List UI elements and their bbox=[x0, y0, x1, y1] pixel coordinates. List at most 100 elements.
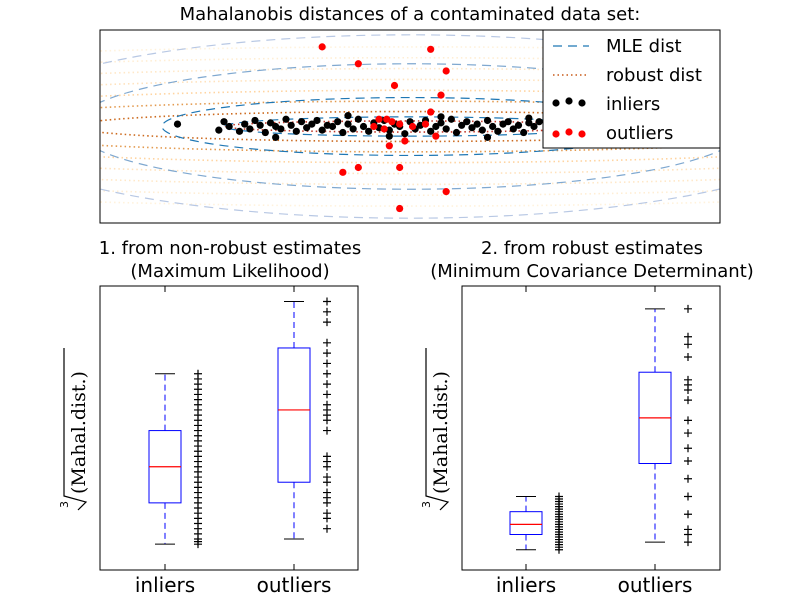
ylabel-root-index: 3 bbox=[58, 501, 71, 508]
data-point-marker bbox=[323, 338, 331, 347]
legend-outlier-marker bbox=[552, 130, 560, 138]
data-point-marker bbox=[323, 297, 331, 306]
box2-title-line1: 2. from robust estimates bbox=[480, 238, 704, 259]
boxplot-panel-mcd: inliers outliers 3 (Mahal.dist.) bbox=[420, 285, 721, 597]
inlier-point bbox=[344, 120, 352, 128]
inlier-point bbox=[427, 127, 435, 135]
outlier-point bbox=[318, 43, 326, 51]
robust-contour bbox=[100, 89, 720, 164]
inlier-point bbox=[241, 120, 249, 128]
outlier-point bbox=[421, 120, 430, 128]
inlier-point bbox=[463, 118, 471, 126]
legend-outlier-marker bbox=[578, 130, 586, 138]
data-point-marker bbox=[684, 538, 692, 547]
radical-sign bbox=[425, 348, 450, 511]
outlier-point bbox=[437, 91, 445, 99]
inlier-point bbox=[478, 126, 486, 134]
data-point-marker bbox=[323, 524, 331, 533]
inlier-point bbox=[292, 127, 300, 135]
outlier-point bbox=[390, 81, 399, 90]
outlier-point bbox=[396, 163, 404, 172]
outlier-point bbox=[401, 137, 409, 145]
data-point-marker bbox=[323, 318, 331, 327]
inlier-point bbox=[318, 126, 326, 134]
legend-inlier-marker bbox=[552, 99, 560, 107]
data-point-marker bbox=[684, 429, 692, 438]
outlier-point bbox=[370, 122, 378, 131]
inlier-point bbox=[442, 125, 450, 133]
inlier-point bbox=[520, 128, 528, 137]
outlier-point bbox=[442, 188, 450, 196]
inlier-point bbox=[328, 122, 337, 131]
boxplot-content bbox=[148, 297, 331, 549]
inlier-point bbox=[483, 116, 492, 125]
legend-inliers-label: inliers bbox=[606, 94, 660, 115]
inlier-point bbox=[530, 122, 538, 131]
outlier-point bbox=[339, 168, 347, 176]
legend-robust-label: robust dist bbox=[606, 65, 702, 86]
radical-sign bbox=[63, 348, 88, 511]
y-axis-label: 3 (Mahal.dist.) bbox=[420, 348, 452, 511]
data-point-marker bbox=[684, 525, 692, 534]
inlier-point bbox=[272, 133, 280, 141]
x-tick-label-outliers: outliers bbox=[618, 573, 693, 597]
boxplot-content bbox=[509, 304, 692, 554]
data-point-marker bbox=[684, 444, 692, 453]
box1-title-line2: (Maximum Likelihood) bbox=[130, 261, 330, 282]
data-point-marker bbox=[684, 332, 692, 341]
data-point-marker bbox=[684, 304, 692, 313]
data-point-marker bbox=[323, 426, 331, 435]
legend-inlier-marker bbox=[578, 99, 586, 107]
inlier-point bbox=[354, 115, 362, 123]
mle-contour bbox=[100, 63, 720, 190]
inlier-point bbox=[303, 124, 311, 132]
data-point-marker bbox=[684, 340, 692, 349]
inlier-point bbox=[504, 118, 512, 126]
outlier-point bbox=[396, 204, 404, 213]
legend-box bbox=[542, 29, 721, 149]
inlier-point bbox=[401, 130, 409, 138]
inlier-point bbox=[251, 116, 259, 125]
box2-axes-frame bbox=[461, 285, 721, 571]
ylabel-root-index: 3 bbox=[420, 501, 433, 508]
inlier-point bbox=[525, 114, 533, 122]
x-tick-label-inliers: inliers bbox=[496, 573, 556, 597]
inlier-point bbox=[246, 125, 254, 133]
inlier-point bbox=[432, 122, 440, 131]
inlier-point bbox=[458, 121, 466, 129]
data-point-marker bbox=[684, 510, 692, 519]
scatter-panel: MLE dist robust dist inliers outliers bbox=[99, 29, 721, 224]
inlier-point bbox=[468, 124, 476, 132]
box1-title-line1: 1. from non-robust estimates bbox=[98, 238, 362, 259]
data-point-marker bbox=[323, 488, 331, 497]
ylabel-text: (Mahal.dist.) bbox=[68, 371, 90, 494]
outlier-point bbox=[427, 45, 435, 53]
data-point-marker bbox=[684, 456, 692, 465]
outlier-point bbox=[388, 118, 396, 126]
inlier-point bbox=[297, 118, 306, 126]
inlier-point bbox=[173, 120, 182, 128]
inlier-point bbox=[334, 118, 342, 126]
inlier-point bbox=[266, 119, 275, 127]
legend-outlier-marker bbox=[565, 128, 573, 136]
data-point-marker bbox=[555, 492, 563, 501]
data-point-marker bbox=[684, 492, 692, 501]
mle-contour bbox=[100, 34, 720, 219]
outlier-point bbox=[442, 67, 450, 75]
inlier-point bbox=[483, 133, 492, 141]
data-point-marker bbox=[323, 349, 331, 358]
outlier-point bbox=[427, 108, 435, 116]
y-axis-label: 3 (Mahal.dist.) bbox=[58, 348, 90, 511]
outlier-point bbox=[396, 120, 404, 128]
outlier-point bbox=[354, 163, 362, 172]
data-point-marker bbox=[323, 452, 331, 461]
inlier-point bbox=[261, 128, 269, 137]
inlier-point bbox=[225, 122, 233, 131]
data-point-marker bbox=[323, 473, 331, 482]
inlier-point bbox=[313, 116, 321, 125]
data-point-marker bbox=[323, 380, 331, 389]
box-outliers bbox=[277, 347, 311, 483]
legend-inlier-marker bbox=[565, 97, 573, 105]
data-point-marker bbox=[323, 390, 331, 399]
data-point-marker bbox=[684, 375, 692, 384]
